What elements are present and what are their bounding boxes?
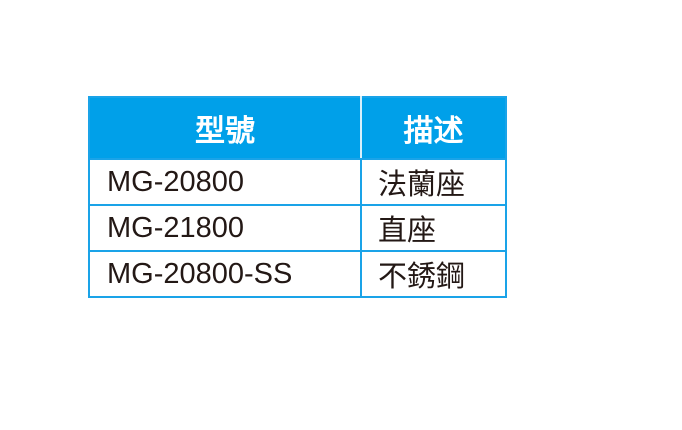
description-cell: 直座 xyxy=(360,204,507,252)
description-cell: 法蘭座 xyxy=(360,158,507,206)
model-cell: MG-20800 xyxy=(88,158,362,206)
header-description: 描述 xyxy=(360,96,507,160)
header-model: 型號 xyxy=(88,96,362,160)
model-cell: MG-21800 xyxy=(88,204,362,252)
header-row: 型號 描述 xyxy=(88,96,507,160)
table-row: MG-21800 直座 xyxy=(88,204,507,252)
model-cell: MG-20800-SS xyxy=(88,250,362,298)
description-cell: 不銹鋼 xyxy=(360,250,507,298)
table-row: MG-20800-SS 不銹鋼 xyxy=(88,250,507,298)
table-row: MG-20800 法蘭座 xyxy=(88,158,507,206)
model-table: 型號 描述 MG-20800 法蘭座 MG-21800 直座 MG-20800-… xyxy=(88,96,507,298)
